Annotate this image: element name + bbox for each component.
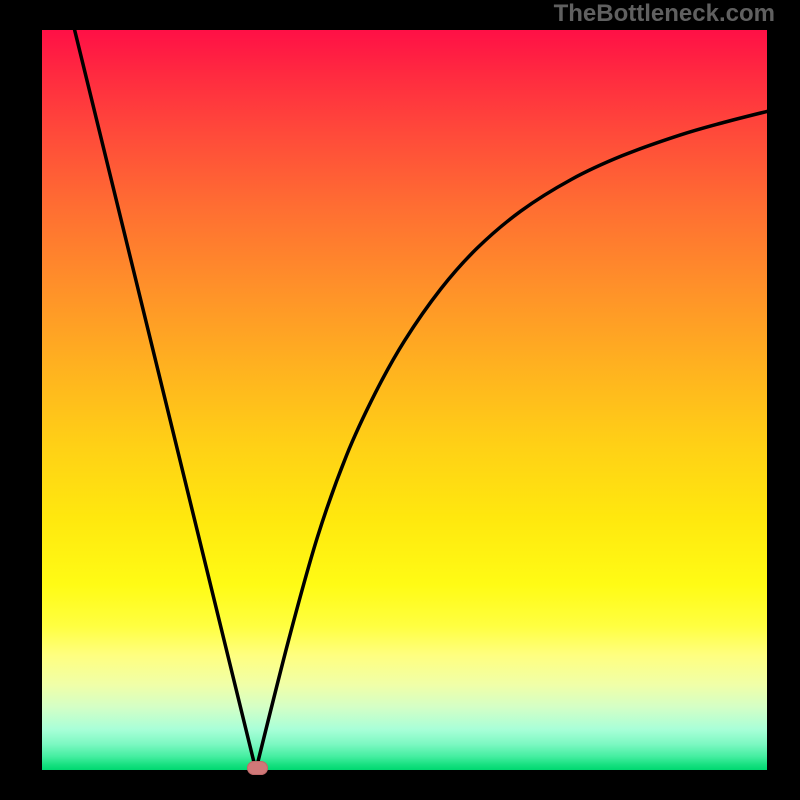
watermark-text: TheBottleneck.com <box>554 2 775 26</box>
curve-overlay <box>42 30 767 770</box>
bottleneck-curve <box>64 30 767 770</box>
minimum-marker <box>247 761 268 775</box>
plot-area <box>42 30 767 770</box>
outer-frame: TheBottleneck.com <box>0 0 800 800</box>
